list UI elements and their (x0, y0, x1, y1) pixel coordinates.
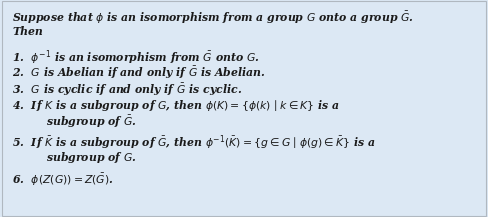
Text: 3.  $G$ is cyclic if and only if $\bar{G}$ is cyclic.: 3. $G$ is cyclic if and only if $\bar{G}… (12, 81, 242, 98)
Text: subgroup of $\bar{G}$.: subgroup of $\bar{G}$. (46, 114, 137, 130)
Text: subgroup of $G$.: subgroup of $G$. (46, 150, 137, 165)
Text: 6.  $\phi(Z(G)) = Z(\bar{G})$.: 6. $\phi(Z(G)) = Z(\bar{G})$. (12, 171, 114, 188)
Text: 1.  $\phi^{-1}$ is an isomorphism from $\bar{G}$ onto $G$.: 1. $\phi^{-1}$ is an isomorphism from $\… (12, 49, 260, 67)
Text: Then: Then (12, 26, 43, 37)
Text: 4.  If $K$ is a subgroup of $G$, then $\phi(K) = \{\phi(k) \mid k \in K\}$ is a: 4. If $K$ is a subgroup of $G$, then $\p… (12, 98, 340, 113)
Text: Suppose that $\phi$ is an isomorphism from a group $G$ onto a group $\bar{G}$.: Suppose that $\phi$ is an isomorphism fr… (12, 10, 414, 26)
Text: 2.  $G$ is Abelian if and only if $\bar{G}$ is Abelian.: 2. $G$ is Abelian if and only if $\bar{G… (12, 65, 266, 81)
Text: 5.  If $\bar{K}$ is a subgroup of $\bar{G}$, then $\phi^{-1}(\bar{K}) = \{g \in : 5. If $\bar{K}$ is a subgroup of $\bar{G… (12, 133, 376, 152)
